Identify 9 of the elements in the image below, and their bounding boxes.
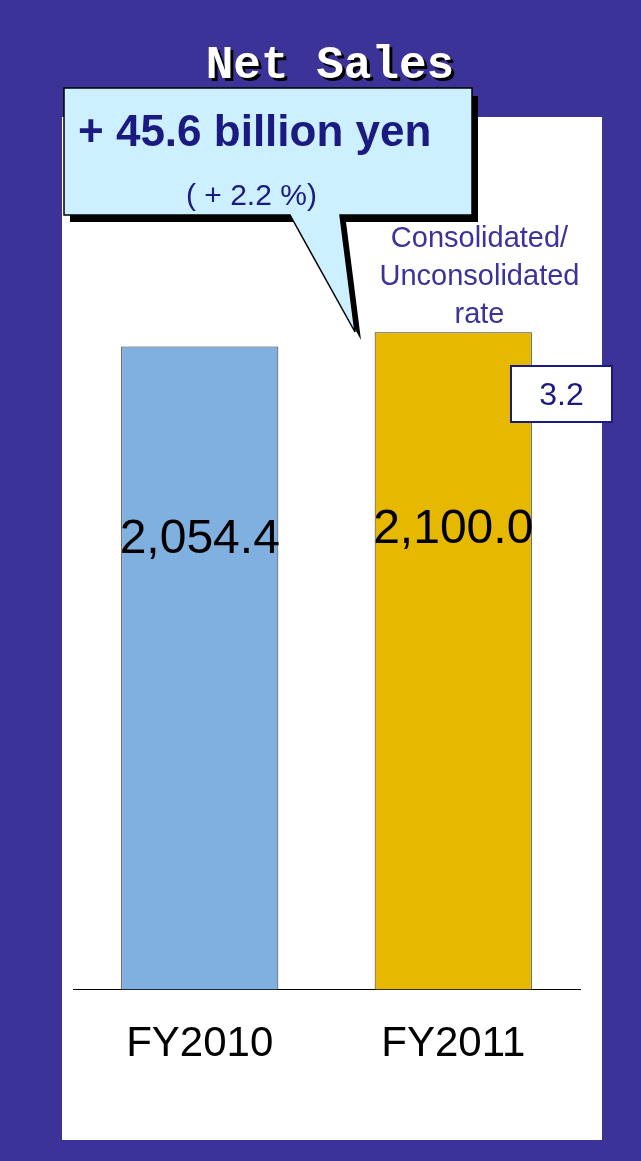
x-tick-label: FY2010 xyxy=(126,1018,274,1066)
chart-title: Net Sales xyxy=(204,40,456,92)
x-tick-label: FY2011 xyxy=(381,1018,526,1066)
text: + 45.6 billion yen xyxy=(78,106,432,156)
text: ( + 2.2 %) xyxy=(186,178,317,212)
data-label: 2,100.0 xyxy=(373,499,534,553)
text: Consolidated/ Unconsolidated rate xyxy=(378,220,581,331)
data-label: 2,054.4 xyxy=(119,509,280,563)
annotation: 3.2 xyxy=(510,365,613,423)
